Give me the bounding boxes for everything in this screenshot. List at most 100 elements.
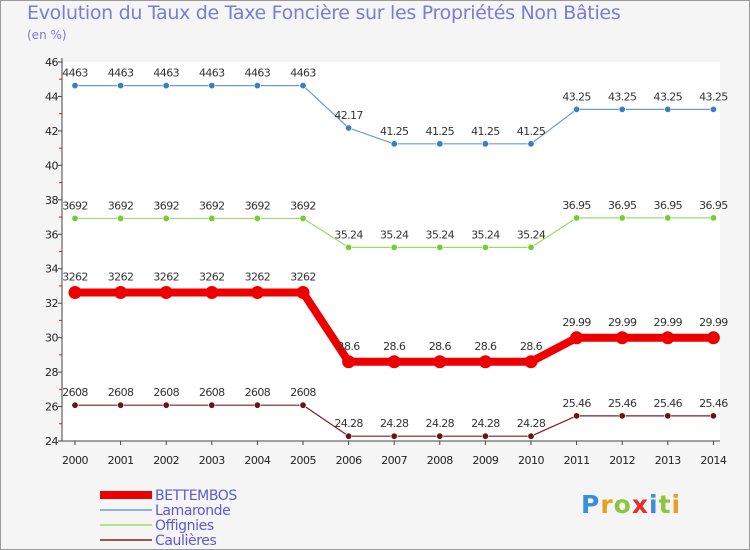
logo-letter: i [671,490,682,519]
data-point [664,412,672,420]
data-point [570,331,584,345]
data-label: 24.28 [471,417,500,430]
data-point [208,401,216,409]
logo-letter: t [658,490,672,519]
chart-title: Evolution du Taux de Taxe Foncière sur l… [27,2,621,24]
data-label: 3692 [290,199,316,212]
x-tick-label: 2007 [381,454,407,467]
y-tick-label: 42 [45,125,58,138]
data-point [299,401,307,409]
data-point [390,243,398,251]
data-point [481,432,489,440]
legend-label-offignies: Offignies [155,518,214,534]
data-label: 29.99 [699,316,728,329]
data-label: 3262 [108,271,134,284]
x-tick-label: 2014 [700,454,726,467]
x-tick-label: 2013 [655,454,681,467]
data-label: 24.28 [334,417,363,430]
data-label: 29.99 [562,316,591,329]
y-tick-label: 32 [45,297,58,310]
data-label: 36.95 [562,199,591,212]
y-tick-label: 40 [45,159,58,172]
data-point [661,331,675,345]
data-label: 29.99 [608,316,637,329]
data-point [615,331,629,345]
x-tick-label: 2012 [609,454,635,467]
data-point [709,412,717,420]
data-label: 3692 [199,199,225,212]
data-point [71,82,79,90]
legend-label-lamaronde: Lamaronde [155,503,230,519]
data-label: 24.28 [517,417,546,430]
data-point [527,243,535,251]
data-label: 2608 [290,386,316,399]
data-label: 2608 [62,386,88,399]
data-point [433,355,447,369]
data-point [114,286,128,300]
data-point [618,214,626,222]
data-point [253,82,261,90]
data-label: 4463 [245,67,271,80]
axes: 24 26 28 30 32 34 36 38 40 42 44 46 2000 2001 2002 2003… [45,56,727,467]
x-tick-label: 2002 [153,454,179,467]
x-tick-label: 2009 [472,454,498,467]
y-tick-label: 46 [45,56,58,69]
logo-letter: r [600,490,614,519]
x-tick-label: 2008 [427,454,453,467]
data-label: 3692 [153,199,179,212]
data-point [345,432,353,440]
data-point [664,105,672,113]
data-label: 3692 [62,199,88,212]
plot-area [62,62,720,441]
data-point [159,286,173,300]
data-point [573,214,581,222]
data-label: 25.46 [654,397,683,410]
data-point [436,243,444,251]
data-label: 3262 [153,271,179,284]
data-point [664,214,672,222]
y-tick-label: 24 [45,435,58,448]
data-point [573,105,581,113]
data-label: 35.24 [426,228,455,241]
data-point [345,243,353,251]
data-label: 24.28 [426,417,455,430]
data-point [436,432,444,440]
x-tick-label: 2005 [290,454,316,467]
data-point [296,286,310,300]
x-tick-label: 2011 [564,454,590,467]
x-tick-label: 2006 [336,454,362,467]
data-point [390,432,398,440]
data-point [387,355,401,369]
data-point [481,140,489,148]
x-tick-label: 2004 [244,454,270,467]
data-point [253,214,261,222]
data-label: 2608 [199,386,225,399]
series-layer: 4463 4463 4463 4463 4463 4463 42.17 41.25 41.25 4… [62,67,729,440]
data-point [208,214,216,222]
data-point [299,214,307,222]
data-label: 36.95 [699,199,728,212]
data-label: 43.25 [608,90,637,103]
data-label: 4463 [153,67,179,80]
data-label: 3262 [290,271,316,284]
data-label: 35.24 [380,228,409,241]
data-label: 25.46 [608,397,637,410]
data-label: 41.25 [380,125,409,138]
legend-label-caulières: Caulières [155,533,216,549]
data-point [527,140,535,148]
y-tick-label: 26 [45,401,58,414]
data-label: 36.95 [654,199,683,212]
data-point [481,243,489,251]
data-label: 4463 [290,67,316,80]
series-offignies: 3692 3692 3692 3692 3692 3692 35.24 35.24 35.24 3… [62,199,729,251]
data-label: 41.25 [426,125,455,138]
data-label: 28.6 [520,340,543,353]
y-tick-label: 28 [45,366,58,379]
data-label: 3692 [245,199,271,212]
data-label: 2608 [153,386,179,399]
data-label: 36.95 [608,199,637,212]
y-axis-unit-label: (en %) [27,28,67,42]
series-caulières: 2608 2608 2608 2608 2608 2608 24.28 24.28 24.28 2… [62,386,729,440]
